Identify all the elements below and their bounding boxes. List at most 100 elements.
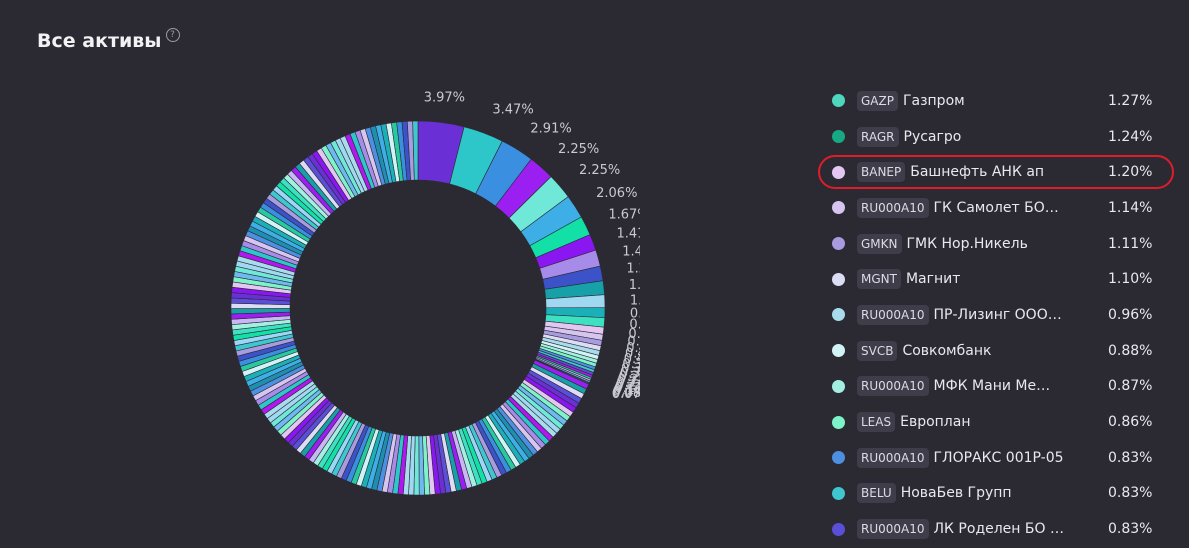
legend-item[interactable]: RU000A10 ЛК Роделен БО … 0.83% — [828, 511, 1168, 547]
legend-asset-name: ГК Самолет БО… — [933, 199, 1059, 216]
legend-asset-name: Совкомбанк — [902, 342, 992, 359]
legend-color-dot — [832, 486, 845, 500]
legend-item[interactable]: GAZP Газпром 1.27% — [828, 83, 1168, 119]
slice-label: 2.91% — [530, 121, 571, 136]
slice-label: 0.08% — [612, 386, 640, 401]
legend-asset-name: ЛК Роделен БО … — [933, 521, 1064, 538]
legend-ticker: RU000A10 — [857, 519, 929, 540]
legend-ticker: BANEP — [857, 162, 906, 183]
legend-ticker: SVCB — [857, 340, 898, 361]
slice-label: 3.97% — [424, 91, 465, 106]
legend-item[interactable]: GMKN ГМК Нор.Никель 1.11% — [828, 226, 1168, 262]
legend-percent: 0.83% — [1108, 521, 1153, 538]
legend-color-dot — [832, 451, 845, 465]
slice-label: 0.52% — [627, 334, 640, 349]
legend-item[interactable]: BANEP Башнефть АНК ап 1.20% — [828, 154, 1168, 190]
legend-item[interactable]: SVCB Совкомбанк 0.88% — [828, 333, 1168, 369]
slice-label: 2.06% — [596, 186, 637, 201]
legend-item[interactable]: BELU НоваБев Групп 0.83% — [828, 476, 1168, 512]
legend-percent: 0.96% — [1108, 306, 1153, 323]
slice-label: 0.17% — [614, 381, 640, 396]
legend-ticker: GMKN — [857, 233, 902, 254]
legend-color-dot — [832, 308, 845, 322]
legend-ticker: RU000A10 — [857, 197, 929, 218]
legend-color-dot — [832, 165, 845, 179]
legend-percent: 1.27% — [1108, 92, 1153, 109]
legend-item[interactable]: RU000A10 ГЛОРАКС 001P-05 0.83% — [828, 440, 1168, 476]
pie-slice-small[interactable] — [412, 120, 419, 181]
legend-color-dot — [832, 130, 845, 144]
legend-percent: 0.87% — [1108, 378, 1153, 395]
legend-asset-name: МФК Мани Ме… — [933, 378, 1051, 395]
slice-label: 2.25% — [579, 163, 620, 178]
legend-asset-name: ГЛОРАКС 001P-05 — [933, 449, 1064, 466]
slice-label: 0.43% — [625, 347, 640, 362]
legend-ticker: RAGR — [857, 126, 899, 147]
legend-item[interactable]: RU000A10 МФК Мани Ме… 0.87% — [828, 369, 1168, 405]
legend-color-dot — [832, 379, 845, 393]
legend-percent: 1.11% — [1108, 235, 1153, 252]
legend-asset-name: Европлан — [900, 414, 971, 431]
legend-percent: 1.10% — [1108, 271, 1153, 288]
slice-label: 2.25% — [558, 142, 599, 157]
legend-ticker: LEAS — [857, 412, 896, 433]
slice-label: 1.67% — [608, 208, 640, 223]
legend-color-dot — [832, 344, 845, 358]
page-title: Все активы? — [37, 28, 180, 52]
slice-label: 0.41% — [624, 352, 640, 367]
legend-item[interactable]: MGNT Магнит 1.10% — [828, 261, 1168, 297]
slice-label: 0.16% — [614, 383, 640, 398]
slice-label: 1.20% — [629, 278, 640, 293]
legend-percent: 1.24% — [1108, 128, 1153, 145]
question-circle-icon[interactable]: ? — [165, 28, 180, 42]
legend-ticker: MGNT — [857, 269, 901, 290]
slice-label: 0.61% — [628, 327, 640, 342]
slice-label: 1.41% — [616, 226, 640, 241]
legend-percent: 1.14% — [1108, 199, 1153, 216]
legend-list: GAZP Газпром 1.27% RAGR Русагро 1.24% BANEP Баш… — [828, 83, 1168, 547]
slice-label: 0.07% — [612, 387, 640, 402]
slice-label: 0.47% — [626, 341, 640, 356]
legend-percent: 0.86% — [1108, 414, 1153, 431]
legend-asset-name: НоваБев Групп — [900, 485, 1012, 502]
page-title-text: Все активы — [37, 30, 162, 52]
legend-color-dot — [832, 415, 845, 429]
legend-color-dot — [832, 94, 845, 108]
slice-label: 0.14% — [613, 385, 640, 400]
legend-asset-name: Русагро — [903, 128, 962, 145]
slice-label: 0.81% — [629, 317, 640, 332]
slice-label: 1.10% — [630, 293, 640, 308]
legend-item[interactable]: RU000A10 ПР-Лизинг ООО… 0.96% — [828, 297, 1168, 333]
legend-ticker: GAZP — [857, 90, 898, 111]
legend-asset-name: Газпром — [902, 92, 965, 109]
legend-percent: 0.83% — [1108, 485, 1153, 502]
slice-label: 0.24% — [616, 376, 640, 391]
legend-color-dot — [832, 522, 845, 536]
legend-percent: 0.88% — [1108, 342, 1153, 359]
highlight-outline — [818, 155, 1174, 189]
legend-color-dot — [832, 237, 845, 251]
legend-ticker: RU000A10 — [857, 447, 929, 468]
legend-item[interactable]: LEAS Европлан 0.86% — [828, 404, 1168, 440]
legend-item[interactable]: RAGR Русагро 1.24% — [828, 119, 1168, 155]
legend-asset-name: Магнит — [905, 271, 961, 288]
slice-label: 1.41% — [622, 244, 640, 259]
legend-ticker: RU000A10 — [857, 304, 929, 325]
legend-asset-name: ГМК Нор.Никель — [906, 235, 1028, 252]
legend-asset-name: ПР-Лизинг ООО… — [933, 306, 1062, 323]
legend-percent: 1.20% — [1108, 164, 1153, 181]
legend-color-dot — [832, 272, 845, 286]
slice-label: 0.32% — [620, 366, 640, 381]
legend-color-dot — [832, 201, 845, 215]
slice-label: 0.25% — [618, 373, 640, 388]
slice-label: 0.33% — [621, 362, 640, 377]
slice-label: 0.86% — [630, 306, 640, 321]
donut-chart: 3.97% 3.47% 2.91% 2.25% 2.25% 2.06% 1.67% 1.41%… — [230, 91, 640, 496]
slice-label: 0.37% — [622, 357, 640, 372]
legend-item[interactable]: RU000A10 ГК Самолет БО… 1.14% — [828, 190, 1168, 226]
legend-asset-name: Башнефть АНК ап — [910, 164, 1045, 181]
slice-label: 3.47% — [492, 102, 533, 117]
slice-label: 0.21% — [615, 378, 640, 393]
slice-label: 1.27% — [626, 262, 640, 277]
legend-ticker: RU000A10 — [857, 376, 929, 397]
